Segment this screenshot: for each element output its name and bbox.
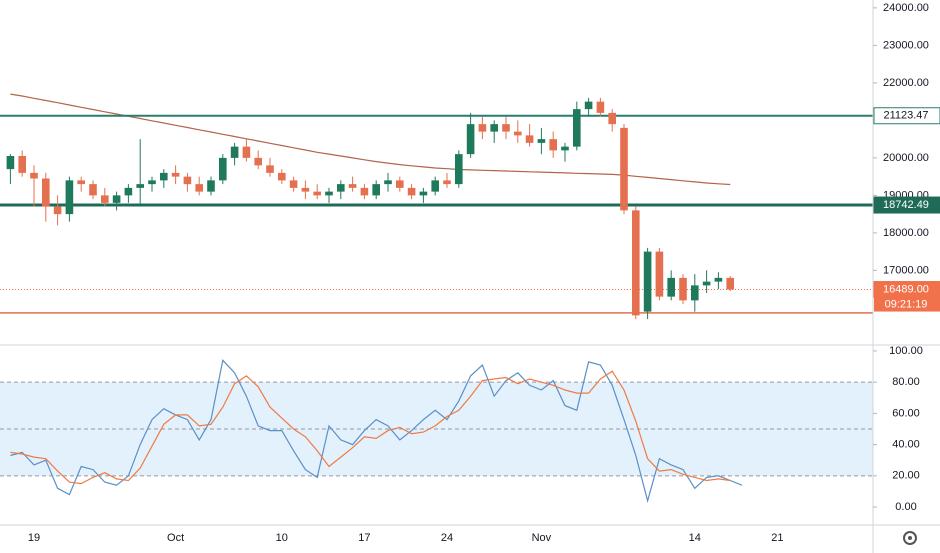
candle-body — [537, 139, 546, 143]
candle-body — [313, 191, 321, 196]
y-tick-label: 0.00 — [895, 501, 916, 513]
candle-body — [254, 157, 262, 166]
level-box — [873, 107, 940, 125]
candle-body — [466, 124, 475, 155]
candle-body — [65, 180, 74, 215]
candle-body — [112, 195, 121, 203]
y-tick-label: 23000.00 — [883, 39, 929, 51]
gear[interactable] — [903, 531, 917, 545]
candle-body — [726, 277, 734, 290]
y-tick-label: 100.00 — [889, 345, 923, 357]
last-price-label: 16489.00 — [883, 283, 929, 295]
candle-body — [360, 187, 369, 196]
level-label: 21123.47 — [883, 110, 928, 122]
stoch-line — [10, 359, 743, 504]
candle-body — [667, 277, 675, 297]
candle-body — [337, 184, 345, 192]
candle-body — [136, 184, 144, 188]
candle-body — [89, 184, 97, 196]
candle-body — [407, 187, 416, 196]
candle-body — [596, 101, 605, 113]
candle-body — [301, 187, 310, 192]
candle-body — [608, 112, 616, 125]
y-tick-label: 17000.00 — [883, 264, 929, 276]
candle-body — [525, 135, 534, 143]
x-tick-label: 10 — [276, 532, 288, 544]
candle-body — [278, 172, 286, 181]
settings-icon[interactable] — [903, 531, 917, 545]
candle-body — [160, 172, 168, 181]
candle-body — [195, 184, 203, 192]
x-tick-label: 21 — [771, 532, 783, 544]
candle-body — [549, 139, 557, 151]
candle-body — [443, 180, 451, 185]
candle-body — [325, 191, 333, 196]
x-tick-label: 19 — [28, 532, 40, 544]
candle-body — [573, 109, 581, 147]
candle-body — [77, 180, 85, 185]
candle-body — [691, 285, 699, 301]
y-tick-label: 20.00 — [892, 470, 920, 482]
candle-body — [431, 180, 439, 192]
candle-body — [53, 206, 62, 215]
candle-body — [124, 187, 133, 196]
gear-center[interactable] — [908, 536, 912, 540]
candle-body — [584, 101, 593, 110]
candle-body — [148, 180, 156, 185]
candle-body — [702, 281, 711, 286]
y-tick-label: 60.00 — [892, 407, 920, 419]
candle-body — [655, 251, 664, 297]
plot-layer — [0, 93, 873, 504]
candle-body — [219, 157, 227, 181]
candle-body — [478, 124, 487, 132]
candle-body — [490, 124, 498, 132]
candle-body — [561, 146, 569, 151]
y-tick-label: 80.00 — [892, 376, 920, 388]
candle-body — [18, 156, 26, 173]
candle-body — [242, 146, 251, 158]
y-tick-label: 40.00 — [892, 439, 920, 451]
level-label: 18742.49 — [883, 199, 929, 211]
candle-body — [632, 210, 640, 316]
y-tick-label: 20000.00 — [883, 152, 929, 164]
countdown-box — [874, 297, 940, 312]
y-tick-label: 24000.00 — [883, 2, 929, 14]
y-tick-label: 22000.00 — [883, 77, 929, 89]
candle-body — [514, 131, 522, 136]
candle-body — [207, 180, 215, 192]
x-tick-label: Nov — [532, 532, 552, 544]
candle-body — [714, 277, 723, 282]
x-tick-label: 24 — [441, 532, 453, 544]
candle-body — [183, 176, 192, 185]
candle-body — [289, 180, 298, 188]
candle-body — [101, 195, 109, 203]
countdown: 09:21:19 — [885, 298, 928, 310]
candle-body — [6, 156, 15, 170]
candle-body — [419, 191, 428, 196]
x-tick-label: 14 — [689, 532, 701, 544]
candle-body — [171, 172, 180, 177]
candle-body — [384, 180, 392, 185]
candle-body — [30, 172, 38, 179]
candle-body — [643, 251, 652, 312]
candle-body — [679, 277, 687, 301]
candle-body — [266, 165, 274, 173]
x-tick-label: Oct — [167, 532, 184, 544]
candle-body — [348, 184, 357, 188]
candle-body — [42, 178, 50, 207]
candle-body — [620, 127, 628, 211]
candle-body — [502, 124, 510, 132]
stoch-line — [10, 370, 731, 485]
candle-body — [372, 184, 380, 196]
candle-body — [396, 180, 404, 188]
y-tick-label: 18000.00 — [883, 227, 929, 239]
level-box — [873, 196, 940, 214]
candle-body — [230, 146, 239, 158]
x-tick-label: 17 — [358, 532, 370, 544]
candle-body — [455, 154, 463, 185]
